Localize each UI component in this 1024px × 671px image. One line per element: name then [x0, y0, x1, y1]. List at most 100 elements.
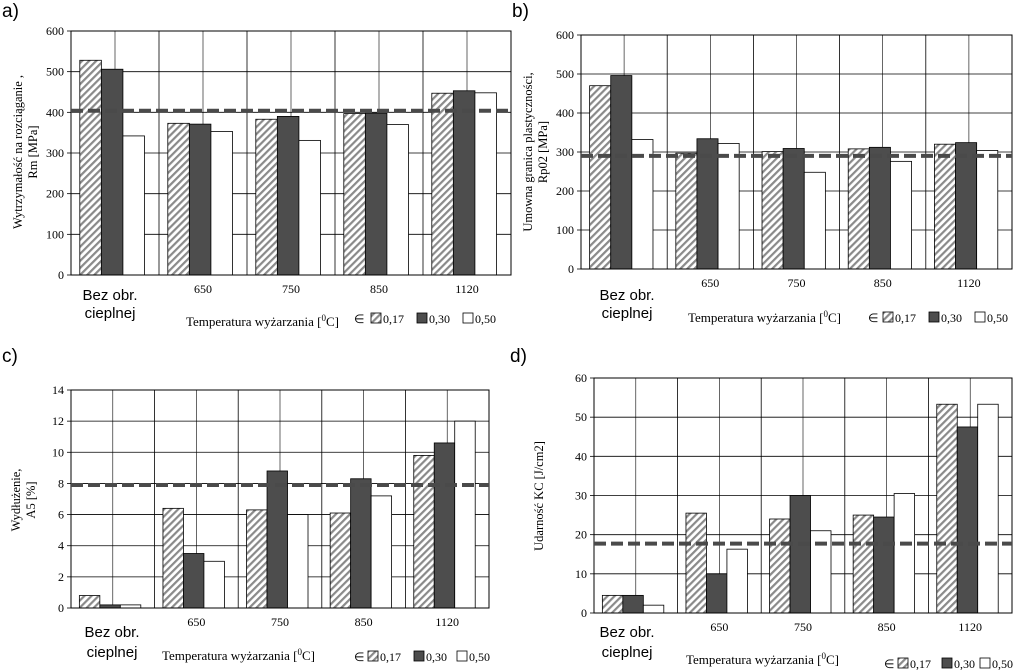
panel-c-legend-swatch-030 [413, 650, 425, 662]
panel-b-ytick-label: 200 [556, 184, 574, 198]
panel-c-bar-s050-4 [454, 420, 476, 609]
panel-d-letter: d) [510, 346, 527, 367]
panel-d-bar-s050-0 [642, 604, 665, 614]
panel-d-legend-label-050: 0,50 [992, 657, 1013, 671]
panel-b-ylabel-line1: Umowna granica plastyczności, [521, 72, 535, 231]
panel-b-bar-s017-2 [761, 151, 784, 270]
panel-d-ylabel: Udarność KC [J/cm2] [532, 441, 546, 551]
panel-b-plot-border [580, 34, 1013, 270]
panel-c-plot-border [70, 389, 490, 609]
panel-d-bar-s050-1 [726, 548, 748, 614]
panel-d-bar-s050-3 [893, 493, 916, 614]
panel-c-ylabel-line1: Wydłużenie, [9, 469, 23, 532]
panel-c-bar-s017-4 [413, 454, 435, 609]
panel-b-bar-s017-0 [589, 85, 612, 270]
panel-c-ytick-label: 6 [58, 508, 64, 522]
panel-d-ytick-label: 30 [575, 489, 587, 503]
panel-a-bar-s030-3 [364, 112, 388, 276]
panel-b-ylabel: Umowna granica plastyczności, Rp02 [MPa] [521, 72, 550, 231]
panel-c-legend-label-030: 0,30 [426, 650, 447, 664]
panel-a-bar-s030-1 [188, 123, 212, 276]
panel-a-ytick-label: 100 [46, 227, 64, 241]
panel-b-plot: 0 100 200 300 400 500 600 650 750 850 1120 [556, 28, 1013, 290]
panel-c-category-label: 850 [355, 615, 373, 629]
panel-b-legend-swatch-017 [882, 311, 894, 323]
chart-panel-b: b) Umowna granica plastyczności, Rp02 [M… [512, 1, 1013, 325]
panel-c-plot: 0 2 4 6 8 10 12 14 650 750 850 1120 [52, 383, 490, 629]
panel-a-first-category-line2: cieplnej [85, 305, 136, 322]
chart-panel-d: d) Udarność KC [J/cm2] 0 10 20 30 40 50 60 650 7… [510, 346, 1013, 671]
panel-c-ytick-label: 2 [58, 570, 64, 584]
panel-a-ytick-label: 500 [46, 65, 64, 79]
panel-a-bar-s050-2 [298, 139, 321, 276]
panel-c-legend: ∈ 0,17 0,30 0,50 [354, 650, 490, 664]
panel-c-bar-s030-1 [183, 553, 205, 609]
panel-b-ytick-label: 400 [556, 106, 574, 120]
panel-b-bar-s017-1 [675, 152, 698, 270]
panel-d-bar-s017-0 [601, 594, 624, 614]
panel-a-ytick-label: 0 [58, 268, 64, 282]
panel-a-legend-swatch-017 [370, 312, 382, 324]
panel-a-ytick-label: 400 [46, 105, 64, 119]
panel-d-ylabel-line1: Udarność KC [J/cm2] [532, 441, 546, 551]
panel-c-ytick-label: 10 [52, 445, 64, 459]
panel-c-first-category-line2: cieplnej [87, 644, 138, 661]
panel-a-bar-s030-2 [276, 116, 300, 276]
panel-a-plot-border [70, 30, 512, 276]
panel-a-bar-s050-0 [122, 135, 145, 276]
panel-c-ylabel-line2: A5 [%] [24, 481, 38, 518]
panel-a-legend-symbol: ∈ [354, 312, 364, 326]
panel-a-bar-s017-4 [431, 92, 454, 276]
panel-a-category-label: 650 [194, 282, 212, 296]
panel-d-category-label: 850 [878, 620, 896, 634]
panel-a-bar-s017-3 [343, 113, 366, 276]
panel-a-bar-s030-4 [452, 90, 476, 276]
panel-b-ytick-label: 0 [568, 262, 574, 276]
panel-a-ytick-label: 200 [46, 187, 64, 201]
panel-a-bar-s017-0 [79, 59, 102, 276]
panel-d-legend-swatch-030 [941, 657, 953, 669]
panel-a-ytick-label: 300 [46, 146, 64, 160]
panel-b-bar-s050-3 [890, 160, 912, 270]
panel-b-bar-s030-4 [955, 142, 978, 270]
panel-c-ytick-label: 12 [52, 414, 64, 428]
panel-b-bar-s050-2 [803, 171, 826, 270]
panel-b-legend-label-017: 0,17 [895, 311, 916, 325]
panel-a-legend-swatch-030 [416, 312, 428, 324]
panel-a-legend-label-050: 0,50 [475, 312, 496, 326]
panel-c-first-category-line1: Bez obr. [84, 624, 139, 641]
panel-b-bar-s030-2 [782, 148, 805, 270]
panel-d-bar-s050-4 [977, 403, 999, 614]
panel-c-xlabel: Temperatura wyżarzania [0C] [162, 647, 315, 663]
panel-d-xlabel: Temperatura wyżarzania [0C] [686, 651, 839, 667]
panel-a-ylabel-line1: Wytrzymałość na rozciąganie , [11, 75, 25, 229]
panel-a-first-category-line1: Bez obr. [82, 287, 137, 304]
panel-a-category-label: 750 [282, 282, 300, 296]
panel-d-plot-border [593, 377, 1013, 614]
panel-a-bar-s017-1 [167, 122, 190, 276]
panel-c-letter: c) [2, 346, 18, 367]
panel-c-legend-symbol: ∈ [354, 650, 364, 664]
panel-c-category-label: 1120 [435, 615, 459, 629]
panel-a-bar-s050-1 [210, 131, 233, 276]
panel-b-bar-s017-4 [934, 143, 956, 270]
panel-b-bar-s030-1 [696, 138, 719, 270]
panel-b-category-label: 850 [874, 276, 892, 290]
panel-d-legend-swatch-050 [979, 657, 991, 669]
panel-d-legend: ∈ 0,17 0,30 0,50 [884, 657, 1013, 671]
panel-c-legend-swatch-050 [456, 650, 468, 662]
panel-b-legend-swatch-030 [928, 311, 940, 323]
panel-b-bar-s050-1 [717, 143, 740, 270]
panel-d-legend-label-030: 0,30 [954, 657, 975, 671]
panel-a-ylabel-line2: Rm [MPa] [26, 125, 40, 178]
panel-c-legend-swatch-017 [367, 650, 379, 662]
panel-d-bar-s017-4 [936, 403, 958, 614]
panel-c-category-label: 650 [187, 615, 205, 629]
panel-a-bar-s017-2 [255, 118, 278, 276]
panel-b-bar-s050-0 [631, 139, 654, 270]
panel-b-first-category-line2: cieplnej [602, 305, 653, 322]
panel-d-plot: 0 10 20 30 40 50 60 650 750 850 1120 [575, 371, 1013, 634]
panel-a-legend-label-030: 0,30 [429, 312, 450, 326]
panel-b-legend-label-050: 0,50 [987, 311, 1008, 325]
